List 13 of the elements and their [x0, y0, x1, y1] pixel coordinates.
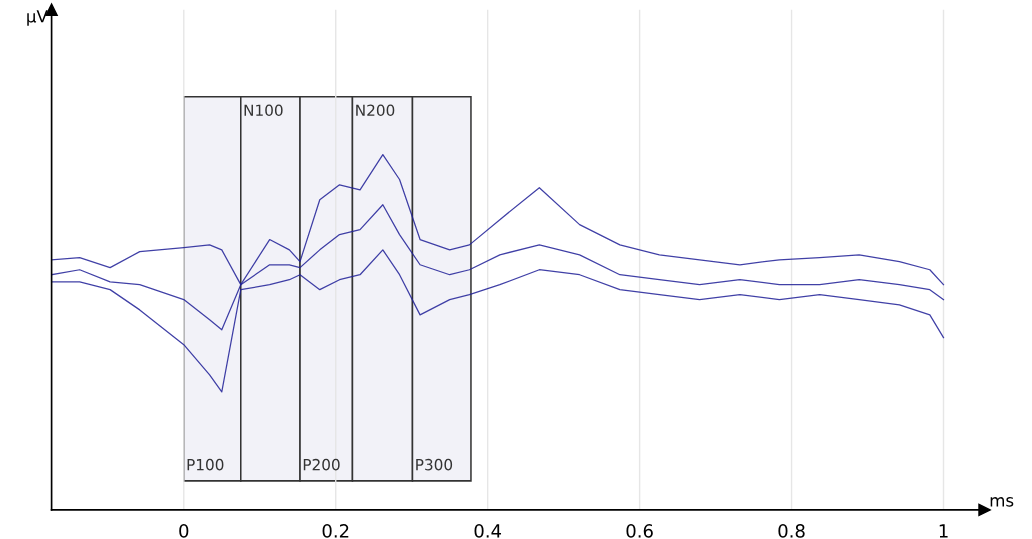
- band-label: P200: [303, 458, 340, 471]
- x-tick-label: 0.6: [626, 524, 653, 538]
- x-tick-label: 0.4: [474, 524, 502, 538]
- band-label: P300: [416, 458, 453, 471]
- band-label: P100: [187, 458, 224, 471]
- x-tick-label: 1: [939, 524, 948, 538]
- x-tick-label: 0: [179, 524, 189, 538]
- x-axis-title: ms: [990, 497, 1014, 507]
- text: μV: [27, 10, 48, 26]
- band-label: N200: [356, 104, 395, 117]
- x-tick-label: 0.8: [778, 524, 805, 538]
- x-tick-label: 0.2: [322, 524, 349, 538]
- band-label: N100: [244, 104, 283, 117]
